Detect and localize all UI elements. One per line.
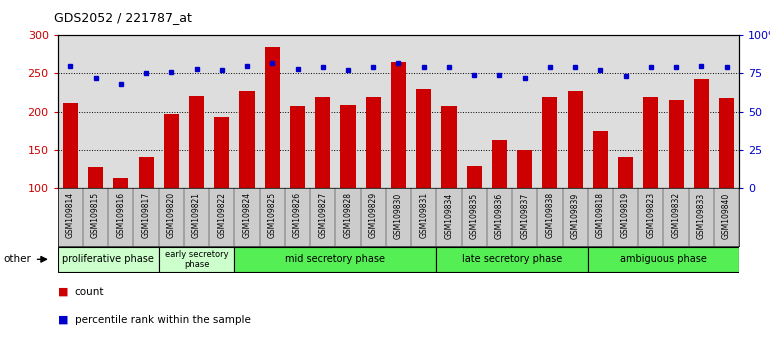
Text: GSM109834: GSM109834 [444,192,454,239]
Text: GSM109839: GSM109839 [571,192,580,239]
Text: GSM109823: GSM109823 [646,192,655,238]
Bar [189,96,204,188]
Text: GSM109819: GSM109819 [621,192,630,238]
Text: GSM109818: GSM109818 [596,192,605,238]
FancyBboxPatch shape [58,246,159,272]
Text: ■: ■ [58,315,69,325]
Text: GSM109824: GSM109824 [243,192,252,238]
Bar [315,97,330,188]
FancyBboxPatch shape [159,246,234,272]
Text: proliferative phase: proliferative phase [62,254,154,264]
Text: GSM109837: GSM109837 [521,192,529,239]
Text: GSM109827: GSM109827 [318,192,327,238]
Text: late secretory phase: late secretory phase [462,254,562,264]
FancyBboxPatch shape [437,246,588,272]
Bar [88,167,103,188]
Bar [441,106,457,188]
Text: GSM109833: GSM109833 [697,192,706,239]
Bar [113,178,129,188]
Bar [63,103,78,188]
Bar [618,157,633,188]
Text: GSM109820: GSM109820 [167,192,176,238]
Bar [366,97,381,188]
Text: GSM109840: GSM109840 [722,192,731,239]
Bar [467,166,482,188]
Text: early secretory
phase: early secretory phase [165,250,229,269]
Text: GDS2052 / 221787_at: GDS2052 / 221787_at [54,11,192,24]
Text: GSM109822: GSM109822 [217,192,226,238]
Text: GSM109817: GSM109817 [142,192,151,238]
Text: count: count [75,287,104,297]
Text: GSM109832: GSM109832 [671,192,681,238]
Text: ambiguous phase: ambiguous phase [620,254,707,264]
Text: ■: ■ [58,287,69,297]
Bar [391,62,406,188]
Bar [694,79,709,188]
Text: GSM109831: GSM109831 [419,192,428,238]
Bar [542,97,557,188]
Bar [416,89,431,188]
Text: GSM109836: GSM109836 [495,192,504,239]
Bar [517,149,532,188]
Text: GSM109835: GSM109835 [470,192,479,239]
Text: GSM109830: GSM109830 [394,192,403,239]
Bar [719,98,734,188]
Bar [593,131,608,188]
Bar [643,97,658,188]
Text: GSM109825: GSM109825 [268,192,276,238]
Bar [340,105,356,188]
Text: percentile rank within the sample: percentile rank within the sample [75,315,250,325]
Text: GSM109821: GSM109821 [192,192,201,238]
Text: GSM109814: GSM109814 [66,192,75,238]
FancyBboxPatch shape [588,246,739,272]
FancyBboxPatch shape [234,246,437,272]
Bar [492,141,507,188]
Bar [668,100,684,188]
Bar [239,91,255,188]
Text: GSM109838: GSM109838 [545,192,554,238]
Bar [214,117,229,188]
Text: GSM109828: GSM109828 [343,192,353,238]
Text: mid secretory phase: mid secretory phase [286,254,385,264]
Text: GSM109815: GSM109815 [91,192,100,238]
Text: other: other [4,254,32,264]
Bar [265,47,280,188]
Text: GSM109826: GSM109826 [293,192,302,238]
Text: GSM109829: GSM109829 [369,192,378,238]
Bar [290,106,305,188]
Bar [164,114,179,188]
Text: GSM109816: GSM109816 [116,192,126,238]
Bar [567,91,583,188]
Bar [139,157,154,188]
